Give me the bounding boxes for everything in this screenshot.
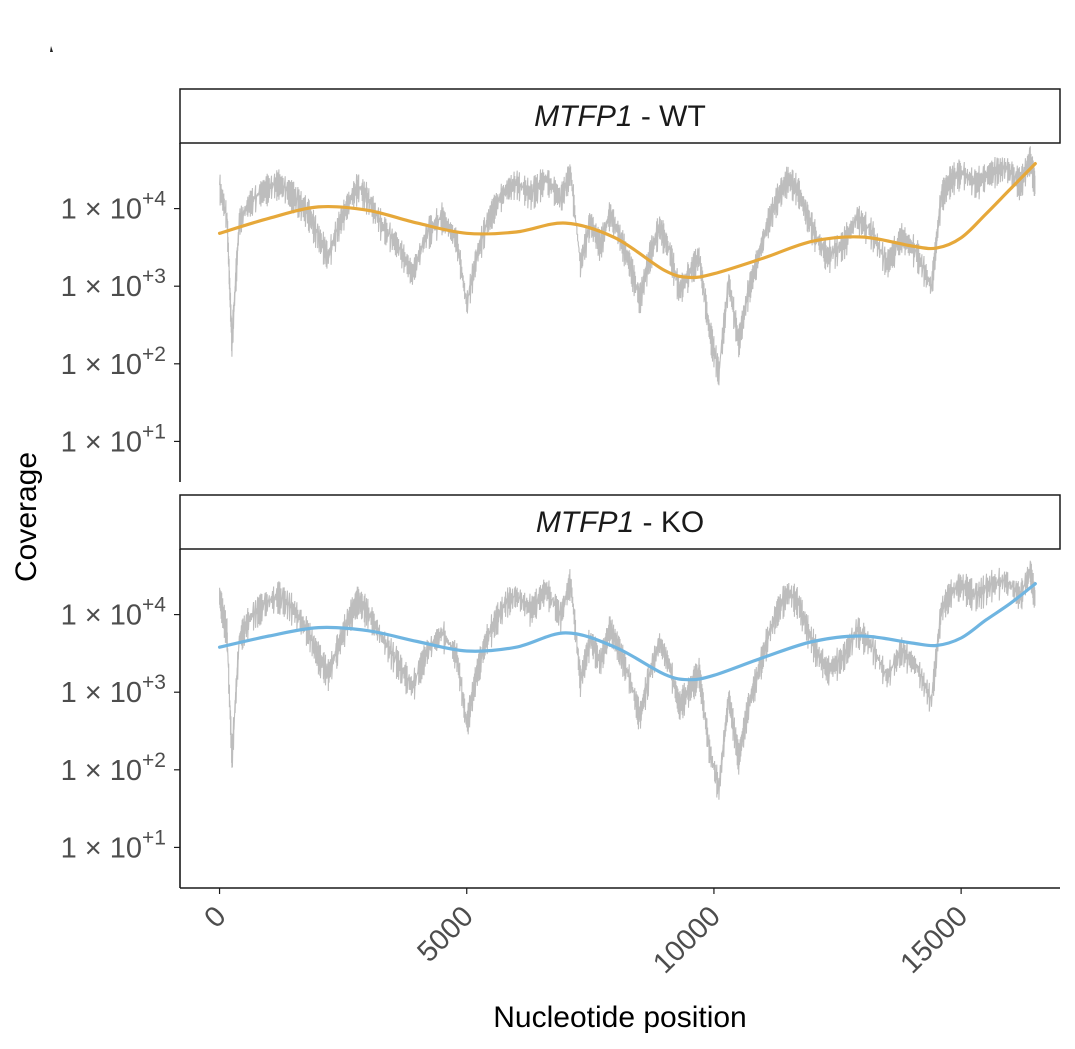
y-tick-base: 1 × 10	[61, 677, 142, 709]
strip-gene: MTFP1	[534, 100, 632, 133]
y-tick-label: 1 × 10+2	[61, 343, 166, 381]
y-tick-label: 1 × 10+4	[61, 594, 167, 632]
y-tick-base: 1 × 10	[61, 271, 142, 303]
smooth-fit-line	[217, 162, 1037, 280]
y-tick-label: 1 × 10+2	[61, 749, 166, 787]
y-tick-label: 1 × 10+1	[61, 826, 166, 864]
corner-mark	[50, 46, 53, 52]
y-tick-label: 1 × 10+1	[61, 420, 166, 458]
x-tick-label: 15000	[894, 900, 974, 980]
y-tick-base: 1 × 10	[61, 194, 142, 226]
y-tick-exponent: +1	[142, 420, 166, 443]
y-tick-exponent: +4	[142, 594, 166, 617]
y-tick-exponent: +2	[142, 343, 166, 366]
y-tick-exponent: +3	[142, 265, 166, 288]
y-tick-base: 1 × 10	[61, 349, 142, 381]
y-tick-base: 1 × 10	[61, 426, 142, 458]
facet-strip-label: MTFP1 - WT	[534, 100, 706, 133]
y-tick-label: 1 × 10+4	[61, 188, 167, 226]
raw-coverage-trace	[219, 146, 1036, 386]
panel-ko: MTFP1 - KO1 × 10+11 × 10+21 × 10+31 × 10…	[61, 494, 1061, 888]
panel-wt: MTFP1 - WT1 × 10+11 × 10+21 × 10+31 × 10…	[61, 88, 1061, 482]
y-tick-exponent: +2	[142, 749, 166, 772]
y-tick-exponent: +4	[142, 188, 166, 211]
x-tick-label: 10000	[647, 900, 727, 980]
y-axis-title: Coverage	[10, 452, 43, 582]
strip-condition: - KO	[634, 506, 704, 539]
x-tick-label: 5000	[411, 900, 479, 968]
facet-strip-label: MTFP1 - KO	[536, 506, 704, 539]
y-tick-label: 1 × 10+3	[61, 671, 166, 709]
x-tick-label: 0	[198, 900, 232, 934]
y-tick-exponent: +1	[142, 826, 166, 849]
smooth-fit-line	[217, 582, 1037, 682]
y-tick-base: 1 × 10	[61, 600, 142, 632]
strip-condition: - WT	[633, 100, 706, 133]
y-tick-label: 1 × 10+3	[61, 265, 166, 303]
facet-strip	[179, 88, 1061, 144]
raw-coverage-trace	[219, 560, 1036, 800]
y-tick-exponent: +3	[142, 671, 166, 694]
strip-gene: MTFP1	[536, 506, 634, 539]
y-tick-base: 1 × 10	[61, 832, 142, 864]
y-tick-base: 1 × 10	[61, 755, 142, 787]
facet-strip	[179, 494, 1061, 550]
x-axis-title: Nucleotide position	[493, 1001, 747, 1034]
